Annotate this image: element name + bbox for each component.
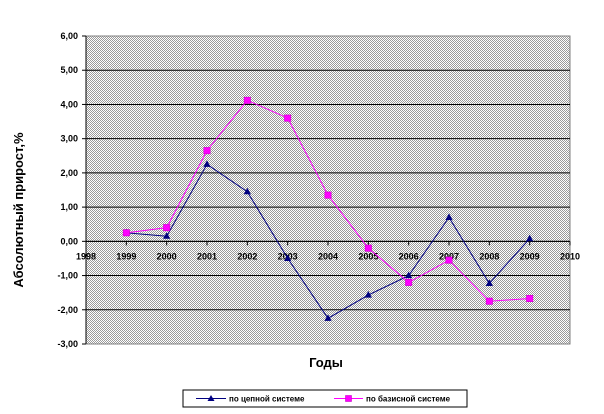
x-tick-label: 2004 bbox=[318, 251, 338, 261]
legend: по цепной системе по базисной системе bbox=[182, 389, 468, 408]
data-point bbox=[445, 213, 453, 220]
y-tick-label: 1,00 bbox=[60, 202, 78, 212]
legend-label-chain: по цепной системе bbox=[229, 395, 305, 404]
data-point bbox=[485, 297, 493, 305]
x-tick-label: 2009 bbox=[520, 251, 540, 261]
y-tick-label: 6,00 bbox=[60, 31, 78, 41]
data-point bbox=[284, 254, 292, 262]
y-tick-label: 3,00 bbox=[60, 134, 78, 144]
y-axis-title: Абсолютный прирост,% bbox=[11, 132, 26, 288]
data-point bbox=[243, 96, 251, 104]
y-tick-label: 5,00 bbox=[60, 65, 78, 75]
x-tick-label: 2007 bbox=[439, 251, 459, 261]
data-point bbox=[324, 314, 332, 321]
y-tick-label: -2,00 bbox=[57, 305, 78, 315]
data-point bbox=[163, 232, 171, 239]
y-tick-label: 2,00 bbox=[60, 168, 78, 178]
data-point bbox=[243, 187, 251, 195]
y-tick-label: 0,00 bbox=[60, 236, 78, 246]
data-point bbox=[324, 191, 332, 199]
y-tick-labels: -3,00 -2,00 -1,00 0,00 1,00 2,00 3,00 4,00 5,00 6… bbox=[57, 31, 78, 349]
legend-label-base: по базисной системе bbox=[366, 395, 451, 404]
x-tick-label: 2001 bbox=[197, 251, 217, 261]
data-point bbox=[526, 234, 534, 242]
x-tick-label: 2005 bbox=[358, 251, 378, 261]
data-point bbox=[405, 278, 413, 286]
axes bbox=[82, 35, 571, 345]
x-tick-label: 2010 bbox=[560, 251, 580, 261]
x-axis-title: Годы bbox=[309, 355, 343, 370]
legend-box bbox=[182, 389, 468, 408]
data-point bbox=[526, 294, 534, 302]
y-tick-label: 4,00 bbox=[60, 99, 78, 109]
legend-marker-base bbox=[345, 395, 352, 402]
data-point bbox=[203, 147, 211, 155]
plot-area bbox=[85, 35, 571, 345]
x-tick-label: 2006 bbox=[399, 251, 419, 261]
data-point bbox=[203, 160, 211, 167]
data-point bbox=[364, 291, 372, 298]
x-tick-label: 2002 bbox=[237, 251, 257, 261]
data-point bbox=[163, 224, 171, 232]
data-point bbox=[364, 244, 372, 252]
data-point bbox=[284, 114, 292, 122]
data-point bbox=[405, 271, 413, 279]
legend-marker-chain bbox=[207, 395, 215, 401]
data-point bbox=[122, 229, 130, 237]
data-point bbox=[485, 279, 493, 287]
data-point bbox=[445, 256, 453, 264]
y-tick-label: -1,00 bbox=[57, 271, 78, 281]
x-tick-label: 2000 bbox=[157, 251, 177, 261]
series-markers bbox=[122, 96, 534, 321]
y-tick-label: -3,00 bbox=[57, 339, 78, 349]
x-tick-label: 2008 bbox=[479, 251, 499, 261]
x-tick-label: 1998 bbox=[76, 251, 96, 261]
x-tick-label: 1999 bbox=[116, 251, 136, 261]
